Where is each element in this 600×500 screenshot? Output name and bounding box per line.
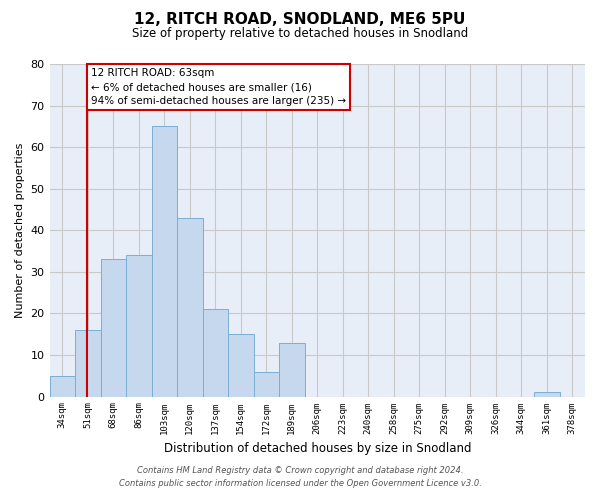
X-axis label: Distribution of detached houses by size in Snodland: Distribution of detached houses by size … — [164, 442, 471, 455]
Bar — [101, 260, 126, 396]
Bar — [75, 330, 101, 396]
Text: Size of property relative to detached houses in Snodland: Size of property relative to detached ho… — [132, 28, 468, 40]
Bar — [152, 126, 177, 396]
Bar — [228, 334, 254, 396]
Bar — [50, 376, 75, 396]
Text: Contains HM Land Registry data © Crown copyright and database right 2024.
Contai: Contains HM Land Registry data © Crown c… — [119, 466, 481, 487]
Bar — [254, 372, 279, 396]
Text: 12 RITCH ROAD: 63sqm
← 6% of detached houses are smaller (16)
94% of semi-detach: 12 RITCH ROAD: 63sqm ← 6% of detached ho… — [91, 68, 346, 106]
Bar — [126, 255, 152, 396]
Bar — [203, 310, 228, 396]
Bar — [177, 218, 203, 396]
Bar — [534, 392, 560, 396]
Y-axis label: Number of detached properties: Number of detached properties — [15, 142, 25, 318]
Bar — [279, 342, 305, 396]
Text: 12, RITCH ROAD, SNODLAND, ME6 5PU: 12, RITCH ROAD, SNODLAND, ME6 5PU — [134, 12, 466, 28]
